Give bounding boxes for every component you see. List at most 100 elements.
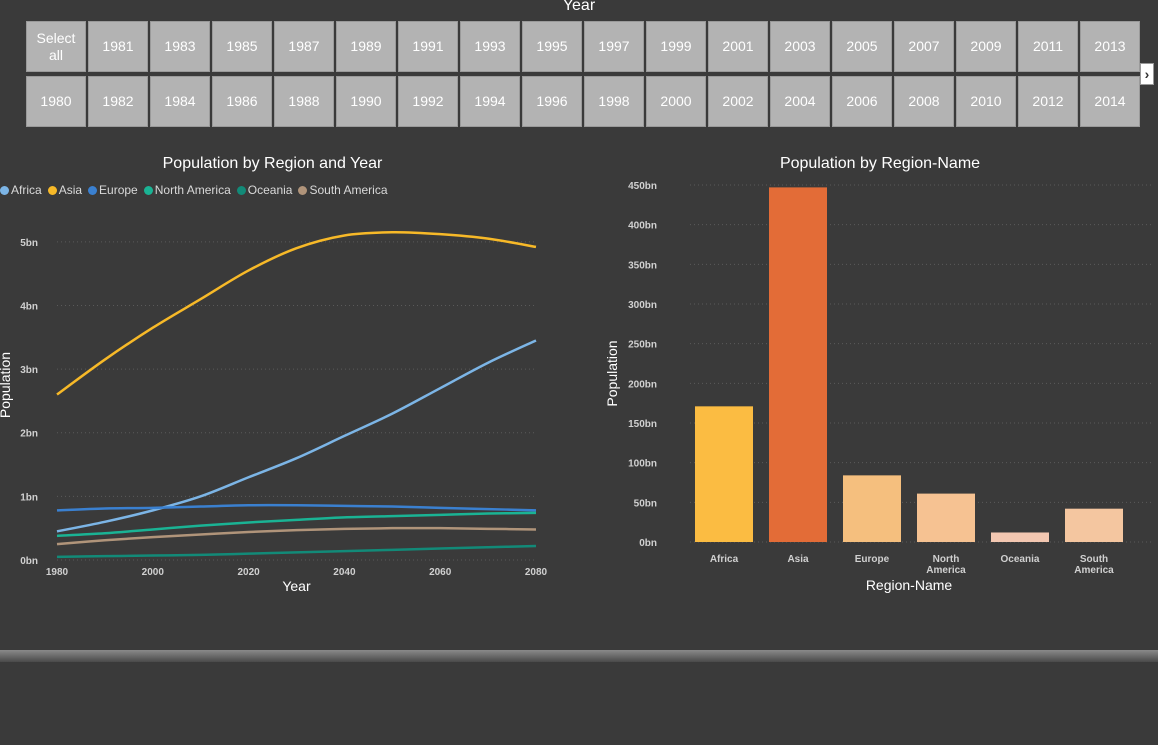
legend-marker <box>298 185 308 195</box>
year-button-2009[interactable]: 2009 <box>956 21 1016 72</box>
x-tick-label: 1980 <box>46 567 69 578</box>
year-button-2000[interactable]: 2000 <box>646 76 706 127</box>
year-button-2006[interactable]: 2006 <box>832 76 892 127</box>
select-all-button[interactable]: Select all <box>26 21 86 72</box>
series-line-south-america[interactable] <box>56 526 537 546</box>
year-button-1982[interactable]: 1982 <box>88 76 148 127</box>
bar-chart-title: Population by Region-Name <box>779 155 981 172</box>
year-button-2014[interactable]: 2014 <box>1080 76 1140 127</box>
legend-item-north-america[interactable]: North America <box>143 183 231 197</box>
year-button-2010[interactable]: 2010 <box>956 76 1016 127</box>
year-button-1999[interactable]: 1999 <box>646 21 706 72</box>
legend-marker <box>88 185 98 195</box>
year-button-2001[interactable]: 2001 <box>708 21 768 72</box>
year-button-1993[interactable]: 1993 <box>460 21 520 72</box>
legend-item-europe[interactable]: Europe <box>88 183 138 197</box>
legend-marker <box>47 185 57 195</box>
year-button-1987[interactable]: 1987 <box>274 21 334 72</box>
y-tick-label: 1bn <box>20 492 38 503</box>
year-button-1985[interactable]: 1985 <box>212 21 272 72</box>
year-slicer-title: Year <box>562 0 596 14</box>
legend-item-asia[interactable]: Asia <box>47 183 83 197</box>
y-tick-label: 3bn <box>20 365 38 376</box>
year-button-1984[interactable]: 1984 <box>150 76 210 127</box>
x-tick-label: Europe <box>855 554 890 565</box>
year-button-2005[interactable]: 2005 <box>832 21 892 72</box>
line-chart-title: Population by Region and Year <box>162 155 383 172</box>
x-tick-label: 2060 <box>429 567 452 578</box>
bar-chart: 0bn 50bn 100bn 150bn 200bn 250bn 300bn 350bn 400… <box>604 181 1152 593</box>
y-tick-label: 0bn <box>639 538 657 549</box>
empty-canvas-area <box>0 662 1158 745</box>
year-button-1990[interactable]: 1990 <box>336 76 396 127</box>
year-button-1989[interactable]: 1989 <box>336 21 396 72</box>
x-tick-label: 2080 <box>525 567 548 578</box>
year-button-1986[interactable]: 1986 <box>212 76 272 127</box>
year-button-1996[interactable]: 1996 <box>522 76 582 127</box>
year-button-1988[interactable]: 1988 <box>274 76 334 127</box>
x-tick-label: South America <box>1074 554 1114 576</box>
x-axis-label: Year <box>282 578 311 594</box>
year-button-1995[interactable]: 1995 <box>522 21 582 72</box>
bar-asia[interactable] <box>769 187 827 542</box>
y-tick-label: 100bn <box>628 459 657 470</box>
series-line-asia[interactable] <box>56 231 537 396</box>
year-button-1992[interactable]: 1992 <box>398 76 458 127</box>
year-button-1983[interactable]: 1983 <box>150 21 210 72</box>
legend-item-africa[interactable]: Africa <box>0 183 42 197</box>
x-axis-label: Region-Name <box>866 577 953 593</box>
y-tick-label: 450bn <box>628 181 657 192</box>
year-button-2008[interactable]: 2008 <box>894 76 954 127</box>
year-button-2011[interactable]: 2011 <box>1018 21 1078 72</box>
x-tick-label: 2020 <box>237 567 260 578</box>
year-button-1994[interactable]: 1994 <box>460 76 520 127</box>
series-line-oceania[interactable] <box>56 544 537 559</box>
year-button-2007[interactable]: 2007 <box>894 21 954 72</box>
bar-oceania[interactable] <box>991 532 1049 542</box>
y-tick-label: 350bn <box>628 260 657 271</box>
bar-africa[interactable] <box>695 406 753 542</box>
legend-label: Africa <box>11 183 42 197</box>
legend-label: South America <box>309 183 388 197</box>
year-button-1997[interactable]: 1997 <box>584 21 644 72</box>
legend-label: Asia <box>58 183 83 197</box>
series-line-north-america[interactable] <box>56 511 537 538</box>
x-tick-label: North America <box>926 554 966 576</box>
legend-item-south-america[interactable]: South America <box>298 183 388 197</box>
year-button-2002[interactable]: 2002 <box>708 76 768 127</box>
line-chart-legend: Africa Asia Europe North America Oceania Sout… <box>0 183 388 197</box>
chevron-right-icon[interactable]: › <box>1140 63 1154 85</box>
legend-marker <box>0 185 9 195</box>
y-axis-label: Population <box>604 340 620 406</box>
bar-north-america[interactable] <box>917 493 975 542</box>
x-tick-label: Oceania <box>1001 554 1040 565</box>
x-tick-label: 2000 <box>142 567 165 578</box>
year-button-1980[interactable]: 1980 <box>26 76 86 127</box>
legend-marker <box>236 185 246 195</box>
legend-item-oceania[interactable]: Oceania <box>236 183 292 197</box>
x-tick-label: Asia <box>787 554 809 565</box>
bar-europe[interactable] <box>843 475 901 542</box>
legend-marker <box>143 185 153 195</box>
y-tick-label: 2bn <box>20 429 38 440</box>
year-button-2004[interactable]: 2004 <box>770 76 830 127</box>
scroll-divider <box>0 650 1158 662</box>
series-line-europe[interactable] <box>56 503 537 512</box>
y-tick-label: 200bn <box>628 379 657 390</box>
year-button-1991[interactable]: 1991 <box>398 21 458 72</box>
y-tick-label: 250bn <box>628 340 657 351</box>
year-button-1981[interactable]: 1981 <box>88 21 148 72</box>
bar-south-america[interactable] <box>1065 508 1123 542</box>
y-axis-label: Population <box>0 352 13 418</box>
y-tick-label: 50bn <box>634 498 657 509</box>
year-button-2013[interactable]: 2013 <box>1080 21 1140 72</box>
x-tick-label: 2040 <box>333 567 356 578</box>
year-button-2012[interactable]: 2012 <box>1018 76 1078 127</box>
y-tick-label: 150bn <box>628 419 657 430</box>
x-tick-label: Africa <box>710 554 739 565</box>
y-tick-label: 0bn <box>20 556 38 567</box>
series-line-africa[interactable] <box>56 339 537 533</box>
y-tick-label: 300bn <box>628 300 657 311</box>
year-button-2003[interactable]: 2003 <box>770 21 830 72</box>
year-button-1998[interactable]: 1998 <box>584 76 644 127</box>
